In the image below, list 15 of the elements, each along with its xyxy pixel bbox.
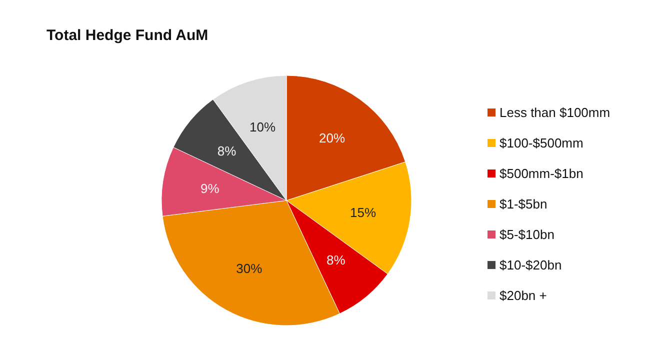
legend-label: $100-$500mm [500, 136, 584, 150]
legend-label: $1-$5bn [500, 196, 548, 212]
data-label: 9% [200, 180, 220, 196]
data-label: 30% [236, 260, 263, 276]
legend-label: $20bn + [500, 288, 547, 303]
legend-label: $10-$20bn [500, 258, 562, 272]
data-label: 20% [319, 130, 346, 146]
data-label: 15% [350, 205, 376, 220]
data-label: 8% [326, 252, 346, 268]
legend-label: Less than $100mm [500, 105, 610, 120]
data-label: 8% [217, 144, 237, 159]
legend-label: $500mm-$1bn [500, 166, 584, 181]
data-label: 10% [250, 119, 276, 134]
legend-label: $5-$10bn [500, 227, 554, 242]
chart-title: Total Hedge Fund AuM [46, 27, 208, 44]
